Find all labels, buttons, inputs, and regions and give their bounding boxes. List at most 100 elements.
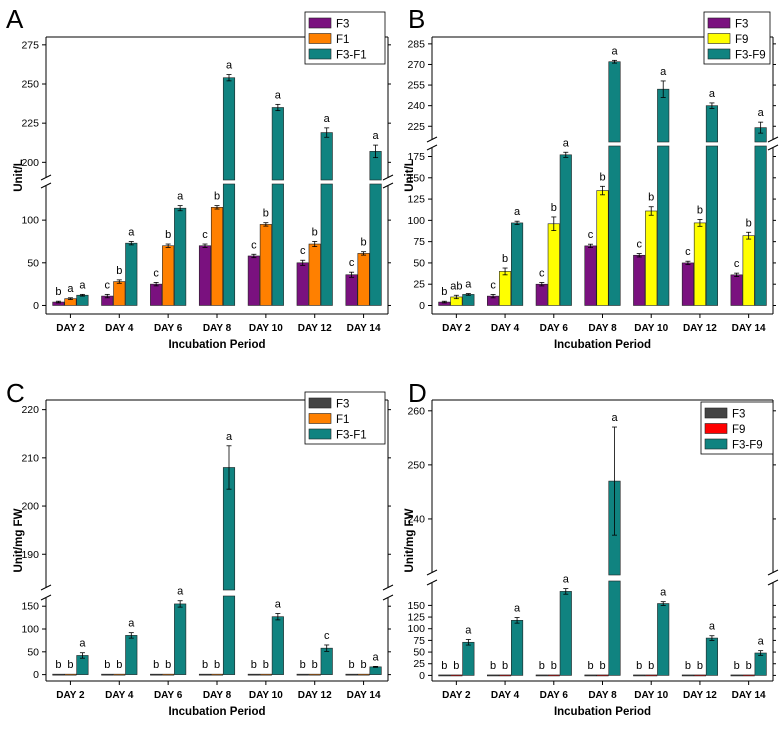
axis-break-mark — [767, 569, 779, 576]
significance-letter: b — [551, 660, 557, 672]
error-bar — [758, 121, 764, 134]
bar-f9 — [742, 235, 755, 306]
error-bar — [349, 271, 355, 278]
bar-f3-f1 — [320, 647, 333, 675]
significance-letter: a — [709, 88, 716, 100]
error-bar — [660, 80, 666, 98]
significance-letter: a — [324, 113, 331, 125]
error-bar — [251, 253, 257, 259]
x-tick-label: DAY 6 — [154, 690, 183, 701]
error-bar — [275, 103, 281, 112]
significance-letter: a — [177, 586, 184, 598]
y-axis-title: Unit/L — [404, 159, 416, 192]
significance-letter: b — [502, 253, 508, 265]
x-tick-label: DAY 14 — [732, 690, 766, 701]
category-group: DAY 10 b b a — [247, 599, 284, 701]
bar-f3-f9 — [462, 294, 475, 306]
y-axis-title: Unit/mg FW — [404, 508, 416, 572]
axis-break-mark — [767, 144, 779, 151]
y-tick-label: 210 — [21, 452, 39, 464]
x-tick-label: DAY 6 — [154, 323, 183, 334]
y-tick-label: 200 — [21, 157, 39, 169]
y-tick-label: 50 — [27, 257, 39, 269]
significance-letter: b — [551, 202, 557, 214]
significance-letter: b — [361, 237, 367, 249]
bar-f3 — [681, 674, 694, 677]
significance-letter: c — [734, 258, 740, 270]
significance-letter: b — [312, 659, 318, 671]
error-bar — [79, 652, 85, 659]
category-group: DAY 10 c b a — [633, 66, 670, 334]
error-bar — [514, 617, 520, 624]
significance-letter: c — [251, 239, 257, 251]
y-tick-label: 75 — [413, 236, 425, 248]
significance-letter: b — [116, 265, 122, 277]
axis-break-mark — [40, 182, 52, 189]
bar-f3 — [296, 262, 309, 306]
x-tick-label: DAY 2 — [56, 690, 85, 701]
legend: F3 F9 F3-F9 — [700, 401, 774, 455]
significance-letter: c — [685, 246, 691, 258]
significance-letter: b — [361, 659, 367, 671]
y-tick-label: 50 — [27, 646, 39, 658]
y-tick-label: 75 — [413, 635, 425, 647]
category-group: DAY 14 c b a — [730, 107, 767, 334]
bar-f3-f1 — [76, 294, 89, 306]
bar-f3-f1 — [320, 183, 333, 306]
bar-f1 — [357, 673, 370, 676]
legend-label: F3 — [336, 19, 349, 31]
error-bar — [177, 600, 183, 608]
y-axis-title: Unit/mg FW — [13, 508, 25, 572]
bar-f9 — [693, 674, 706, 677]
axis-break-mark — [40, 584, 52, 591]
y-tick-label: 100 — [407, 215, 425, 227]
error-bar — [128, 241, 134, 246]
error-bar — [55, 300, 61, 304]
bar-f3-f9 — [754, 652, 767, 676]
x-tick-label: DAY 12 — [683, 323, 717, 334]
legend-swatch-f1 — [308, 413, 332, 424]
significance-letter: a — [465, 624, 472, 636]
bar-f3-f9 — [511, 222, 524, 306]
significance-letter: c — [202, 229, 208, 241]
category-group: DAY 4 c b a — [487, 206, 524, 334]
bar-f3 — [535, 283, 548, 306]
panel-letter: B — [408, 4, 425, 34]
bar-f3-f9 — [559, 154, 572, 306]
significance-letter: b — [587, 660, 593, 672]
panel-letter: C — [6, 378, 25, 408]
error-bar — [539, 282, 545, 287]
significance-letter: a — [275, 89, 282, 101]
error-bar — [563, 151, 569, 158]
error-bar — [734, 272, 740, 277]
significance-letter: b — [441, 660, 447, 672]
bar-f1 — [259, 673, 272, 676]
bar-f3-f9 — [511, 620, 524, 676]
significance-letter: a — [563, 137, 570, 149]
bar-f3-f1-upper — [222, 77, 236, 181]
significance-letter: b — [490, 660, 496, 672]
significance-letter: a — [226, 431, 233, 443]
y-tick-label: 285 — [407, 38, 425, 50]
bar-f3 — [52, 673, 65, 676]
category-group: DAY 14b ba — [345, 651, 382, 701]
bar-f9 — [450, 674, 463, 677]
category-group: DAY 2 b b a — [438, 624, 475, 701]
significance-letter: b — [214, 191, 220, 203]
bar-f9 — [645, 210, 658, 306]
legend-label: F3 — [735, 19, 748, 31]
significance-letter: b — [685, 660, 691, 672]
significance-letter: b — [502, 660, 508, 672]
x-tick-label: DAY 14 — [732, 323, 766, 334]
significance-letter: b — [746, 660, 752, 672]
bar-f3-f1 — [174, 603, 187, 675]
y-ticks: 0 50 100 150 190 200 210 220 — [21, 404, 391, 681]
bar-f3-f9-upper — [608, 61, 621, 143]
y-tick-label: 240 — [407, 100, 425, 112]
bar-f1 — [64, 673, 77, 676]
bar-f3-f1 — [369, 183, 382, 306]
significance-letter: b — [697, 660, 703, 672]
error-bar — [514, 220, 520, 226]
